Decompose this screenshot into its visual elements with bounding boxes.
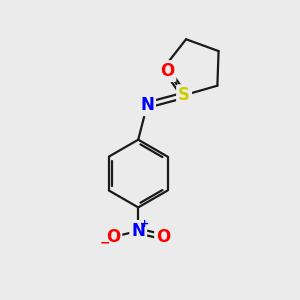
Text: +: +: [140, 219, 149, 229]
Text: N: N: [140, 96, 154, 114]
Text: O: O: [106, 228, 120, 246]
Text: O: O: [160, 62, 174, 80]
Text: O: O: [156, 228, 170, 246]
Text: S: S: [178, 86, 190, 104]
Text: −: −: [100, 237, 110, 250]
Text: N: N: [131, 222, 145, 240]
